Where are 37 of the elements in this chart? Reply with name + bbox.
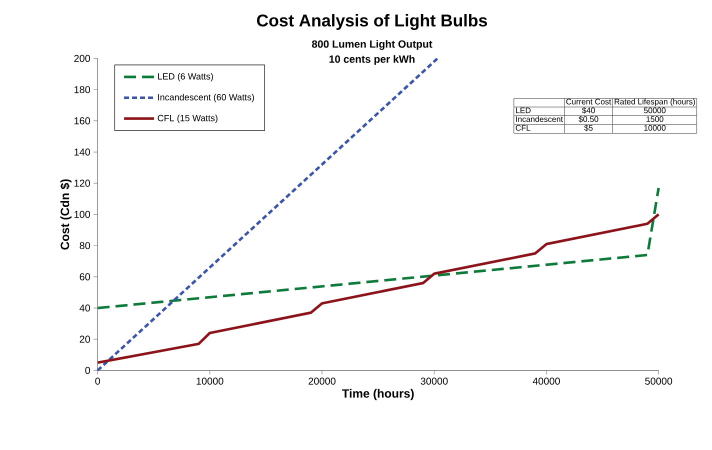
annotation: $5 xyxy=(584,124,593,132)
line-series xyxy=(96,213,660,364)
y-tick-label: 120 xyxy=(74,180,90,187)
x-tick-label: 50000 xyxy=(645,378,672,385)
x-tick-label: 20000 xyxy=(308,378,336,385)
x-tick-label: 0 xyxy=(95,378,100,385)
annotation: Incandescent xyxy=(516,116,563,122)
y-tick-label: 160 xyxy=(74,117,90,124)
y-tick-label: 200 xyxy=(74,54,90,62)
y-tick-label: 80 xyxy=(80,242,90,250)
annotation: Current Cost xyxy=(566,98,612,104)
legend-label: CFL (15 Watts) xyxy=(158,114,218,124)
annotation: Rated Lifespan (hours) xyxy=(614,98,695,106)
annotation: 50000 xyxy=(644,108,666,114)
y-tick-label: 140 xyxy=(74,148,90,156)
annotation: LED xyxy=(516,108,531,114)
y-tick-label: 20 xyxy=(80,336,90,343)
annotation: $40 xyxy=(582,107,595,114)
y-tick-label: 40 xyxy=(80,304,90,312)
y-tick-label: 100 xyxy=(74,210,90,218)
annotation: $0.50 xyxy=(578,116,598,122)
chart-title: Cost Analysis of Light Bulbs xyxy=(257,14,488,30)
x-tick-label: 30000 xyxy=(420,378,448,385)
y-tick-label: 60 xyxy=(80,273,90,280)
chart-subtitle: 800 Lumen Light Output xyxy=(312,40,432,50)
y-axis-title: Cost (Cdn $) xyxy=(60,179,72,250)
x-tick-label: 10000 xyxy=(196,378,224,385)
y-tick-label: 180 xyxy=(74,86,90,94)
y-tick-label: 0 xyxy=(85,366,90,374)
annotation: 10000 xyxy=(644,125,666,131)
annotation: CFL xyxy=(516,125,530,131)
legend-label: Incandescent (60 Watts) xyxy=(158,94,254,102)
annotation: 1500 xyxy=(646,116,664,122)
annotation: 10 cents per kWh xyxy=(329,55,415,65)
x-axis-title: Time (hours) xyxy=(342,388,414,400)
legend-label: LED (6 Watts) xyxy=(158,72,213,82)
x-tick-label: 40000 xyxy=(532,378,560,385)
